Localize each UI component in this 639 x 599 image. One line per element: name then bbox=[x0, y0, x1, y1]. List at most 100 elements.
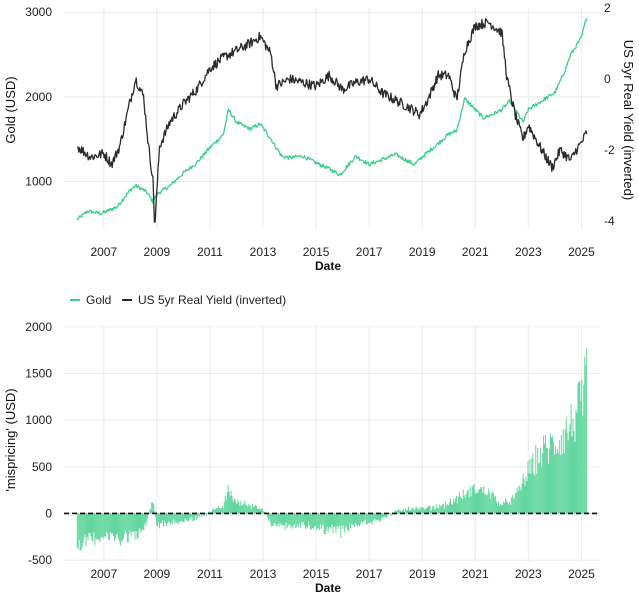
mispricing-bar bbox=[303, 513, 305, 522]
mispricing-bar bbox=[395, 510, 397, 514]
mispricing-bar bbox=[185, 513, 187, 519]
mispricing-bar bbox=[372, 513, 374, 522]
mispricing-bar bbox=[262, 511, 264, 514]
mispricing-bar bbox=[355, 513, 356, 524]
top-x-tick-label: 2019 bbox=[409, 245, 436, 259]
mispricing-bar bbox=[288, 513, 290, 525]
mispricing-bar bbox=[488, 488, 490, 514]
mispricing-bar bbox=[219, 508, 221, 514]
top-left-y-tick-label: 2000 bbox=[25, 90, 52, 104]
mispricing-bar bbox=[512, 497, 514, 514]
mispricing-bar bbox=[455, 495, 457, 514]
mispricing-bar bbox=[283, 513, 285, 526]
mispricing-bar bbox=[498, 501, 500, 514]
mispricing-bar bbox=[517, 491, 519, 514]
mispricing-bar bbox=[504, 498, 506, 514]
mispricing-bar bbox=[467, 489, 469, 514]
mispricing-bar bbox=[153, 503, 155, 514]
mispricing-bar bbox=[180, 513, 182, 522]
mispricing-bar bbox=[434, 509, 436, 514]
mispricing-bar bbox=[101, 513, 103, 538]
mispricing-bar bbox=[449, 502, 451, 514]
mispricing-bar bbox=[184, 513, 186, 519]
mispricing-bar bbox=[80, 513, 82, 551]
mispricing-bar bbox=[164, 513, 166, 523]
top-x-tick-label: 2025 bbox=[568, 245, 595, 259]
bottom-x-tick-label: 2021 bbox=[462, 567, 489, 581]
mispricing-bar bbox=[352, 513, 354, 525]
mispricing-bar bbox=[343, 513, 345, 526]
bottom-x-tick-label: 2017 bbox=[356, 567, 383, 581]
mispricing-bar bbox=[241, 505, 243, 514]
mispricing-bar bbox=[402, 510, 403, 514]
top-y-axis-label: Gold (USD) bbox=[3, 76, 18, 143]
mispricing-bar bbox=[473, 483, 475, 514]
mispricing-bar bbox=[208, 511, 209, 514]
mispricing-bar bbox=[451, 504, 452, 514]
mispricing-bar bbox=[141, 513, 143, 530]
legend-gold-label: Gold bbox=[86, 293, 111, 307]
mispricing-bar bbox=[552, 441, 554, 514]
mispricing-bar bbox=[410, 509, 412, 514]
mispricing-bar bbox=[104, 513, 106, 537]
bottom-y-tick-label: 500 bbox=[32, 460, 52, 474]
mispricing-bar bbox=[324, 513, 326, 535]
mispricing-bar bbox=[213, 508, 214, 514]
mispricing-bar bbox=[315, 513, 317, 531]
top-x-axis-label: Date bbox=[315, 259, 341, 273]
mispricing-bar bbox=[102, 513, 104, 538]
top-x-tick-label: 2017 bbox=[356, 245, 383, 259]
mispricing-bar bbox=[457, 496, 459, 514]
mispricing-bar bbox=[156, 513, 158, 526]
mispricing-bar bbox=[558, 440, 560, 514]
mispricing-bar bbox=[227, 484, 229, 514]
mispricing-bar bbox=[174, 513, 176, 522]
mispricing-bar bbox=[296, 513, 298, 528]
mispricing-bar bbox=[456, 503, 458, 514]
mispricing-bar bbox=[154, 511, 156, 514]
mispricing-bar bbox=[173, 513, 175, 524]
mispricing-bar bbox=[391, 513, 393, 516]
mispricing-bar bbox=[349, 513, 351, 524]
mispricing-bar bbox=[190, 513, 192, 520]
mispricing-bar bbox=[295, 513, 297, 529]
mispricing-bar bbox=[317, 513, 319, 529]
mispricing-bar bbox=[344, 513, 346, 533]
mispricing-bar bbox=[489, 492, 491, 514]
mispricing-bar bbox=[435, 508, 437, 514]
mispricing-bar bbox=[244, 500, 246, 514]
mispricing-bar bbox=[255, 505, 257, 514]
bottom-chart-grid bbox=[64, 325, 600, 562]
mispricing-bar bbox=[546, 447, 548, 514]
mispricing-bar bbox=[493, 493, 495, 514]
bottom-y-tick-label: 2000 bbox=[25, 320, 52, 334]
mispricing-bar bbox=[569, 423, 571, 514]
mispricing-bar bbox=[329, 513, 331, 528]
mispricing-bar bbox=[196, 513, 198, 520]
mispricing-bar bbox=[416, 508, 418, 514]
mispricing-bar bbox=[570, 404, 572, 514]
mispricing-bar bbox=[292, 513, 294, 529]
mispricing-bar bbox=[433, 506, 435, 514]
mispricing-bar bbox=[412, 508, 414, 514]
mispricing-bar bbox=[510, 497, 512, 514]
mispricing-bar bbox=[168, 513, 170, 523]
mispricing-bar bbox=[312, 513, 314, 529]
mispricing-bar bbox=[247, 506, 249, 514]
mispricing-bar bbox=[116, 513, 117, 535]
mispricing-bar bbox=[460, 497, 462, 514]
mispricing-bar bbox=[170, 513, 172, 523]
mispricing-bar bbox=[106, 513, 108, 533]
mispricing-bar bbox=[477, 492, 479, 514]
mispricing-bar bbox=[118, 513, 120, 543]
mispricing-bar bbox=[458, 492, 460, 514]
mispricing-bar bbox=[337, 513, 339, 530]
bottom-x-tick-label: 2011 bbox=[197, 567, 223, 581]
mispricing-bar bbox=[304, 513, 306, 525]
mispricing-bar bbox=[351, 513, 353, 525]
mispricing-bar bbox=[234, 499, 236, 514]
mispricing-bar bbox=[90, 513, 92, 537]
mispricing-bar bbox=[506, 502, 508, 514]
mispricing-bar bbox=[157, 513, 159, 527]
